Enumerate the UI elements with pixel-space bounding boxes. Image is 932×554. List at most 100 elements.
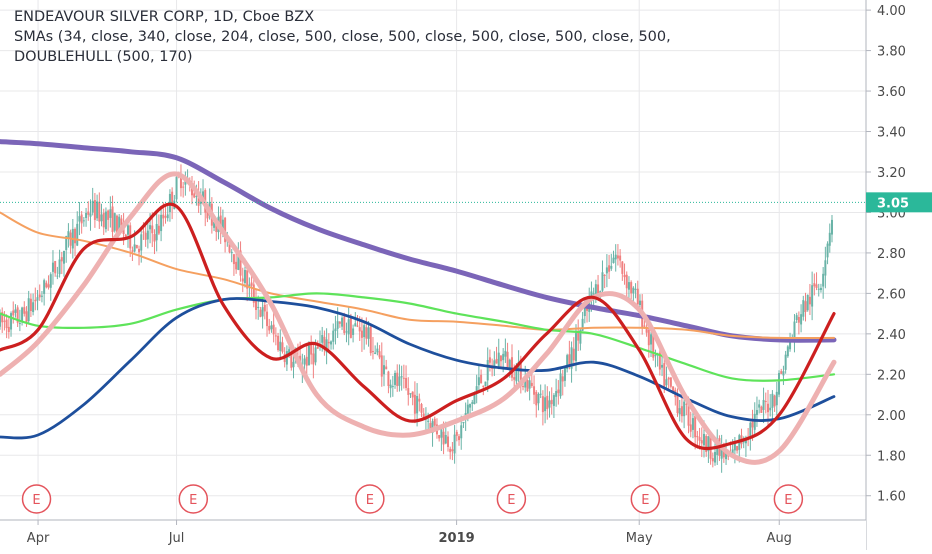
price-bar-body xyxy=(446,436,449,447)
price-bar-body xyxy=(34,299,37,302)
x-tick-label: May xyxy=(626,531,653,546)
price-bar-body xyxy=(237,253,240,270)
price-bar-body xyxy=(433,418,436,426)
price-bar-body xyxy=(102,212,105,228)
price-bar-body xyxy=(804,301,807,313)
price-bar-body xyxy=(352,328,355,335)
price-bar-body xyxy=(769,407,772,411)
price-bar-body xyxy=(409,393,412,395)
price-bar-body xyxy=(638,300,641,305)
price-bar-body xyxy=(382,365,385,375)
price-bar-body xyxy=(347,319,350,335)
price-bar-body xyxy=(257,306,260,309)
price-bar-body xyxy=(312,353,315,365)
price-bar-body xyxy=(574,333,577,362)
price-bar-body xyxy=(616,255,619,259)
x-tick-label: Jul xyxy=(168,531,185,546)
price-bar-body xyxy=(778,373,781,395)
price-bar-body xyxy=(519,359,522,387)
price-bar-body xyxy=(449,448,452,453)
price-bar-body xyxy=(230,251,233,254)
price-bar-body xyxy=(590,291,593,300)
price-bar-body xyxy=(60,257,63,262)
price-bar-body xyxy=(402,377,405,379)
price-bar-body xyxy=(338,321,341,324)
doublehull-red-line xyxy=(0,202,836,451)
price-bar-body xyxy=(658,352,661,370)
price-bar-body xyxy=(714,451,717,463)
price-bar-body xyxy=(153,234,156,242)
price-bar-body xyxy=(612,257,615,264)
price-bar-body xyxy=(36,297,39,301)
x-tick-label: 2019 xyxy=(438,531,474,546)
price-bar-body xyxy=(822,273,825,287)
price-bar-body xyxy=(349,316,352,338)
price-bar-body xyxy=(164,216,167,218)
price-bar-body xyxy=(416,396,419,414)
price-bar-body xyxy=(206,209,209,219)
y-tick-label: 3.60 xyxy=(877,85,906,100)
price-bar-body xyxy=(484,381,487,386)
price-bar-body xyxy=(219,215,222,231)
price-bar-body xyxy=(277,335,280,351)
price-bar-body xyxy=(817,288,820,290)
price-bar-body xyxy=(736,446,739,451)
price-bar-body xyxy=(493,360,496,369)
last-price-label: 3.05 xyxy=(877,196,909,211)
price-bar-body xyxy=(744,439,747,444)
price-bar-body xyxy=(288,349,291,354)
price-bar-body xyxy=(74,228,77,244)
price-bar-body xyxy=(438,435,441,439)
price-bar-body xyxy=(149,225,152,230)
price-bar-body xyxy=(107,210,110,220)
earnings-marker xyxy=(773,484,804,514)
price-bar-body xyxy=(281,342,284,352)
price-bar-body xyxy=(115,215,118,235)
price-bar-body xyxy=(597,284,600,298)
earnings-marker xyxy=(355,484,385,514)
price-bar-body xyxy=(197,194,200,206)
price-bar-body xyxy=(263,304,266,312)
price-bar-body xyxy=(636,288,639,305)
price-bar-body xyxy=(524,377,527,388)
price-bar-body xyxy=(155,223,158,241)
price-bar-body xyxy=(171,191,174,207)
price-bar-body xyxy=(228,239,231,253)
price-bar-body xyxy=(568,354,571,368)
price-bar-body xyxy=(707,436,710,451)
price-bar-body xyxy=(685,403,688,405)
y-tick-label: 1.80 xyxy=(877,449,906,464)
price-bar-body xyxy=(250,282,253,286)
price-bar-body xyxy=(691,418,694,430)
price-bar-body xyxy=(797,316,800,323)
price-bar-body xyxy=(510,357,513,378)
price-bar-body xyxy=(10,313,13,330)
price-bar-body xyxy=(458,436,461,441)
doublehull-pink-line xyxy=(0,171,837,465)
earnings-marker-label: E xyxy=(366,493,374,508)
price-bar-body xyxy=(387,371,390,386)
price-bar-body xyxy=(345,331,348,333)
price-bar-body xyxy=(239,250,242,276)
price-bar-body xyxy=(367,327,370,339)
price-bar-body xyxy=(811,285,814,307)
price-bar-body xyxy=(610,265,613,269)
price-bar-body xyxy=(678,408,681,415)
price-bar-body xyxy=(630,282,633,294)
price-bar-body xyxy=(323,336,326,350)
price-bar-body xyxy=(579,329,582,344)
price-bar-body xyxy=(254,300,257,310)
price-bar-body xyxy=(623,274,626,278)
price-bar-body xyxy=(544,397,547,412)
price-bar-body xyxy=(405,378,408,388)
price-bar-body xyxy=(378,351,381,358)
price-bar-body xyxy=(581,318,584,331)
price-bar-body xyxy=(252,284,255,303)
price-bar-body xyxy=(341,317,344,327)
price-bar-body xyxy=(49,274,52,288)
price-bar-body xyxy=(124,234,127,237)
price-bar-body xyxy=(47,284,50,288)
price-bar-body xyxy=(3,320,6,322)
